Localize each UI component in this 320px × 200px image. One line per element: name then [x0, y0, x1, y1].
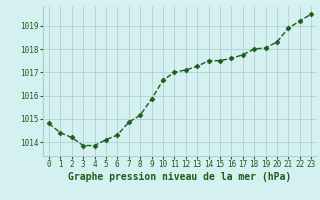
X-axis label: Graphe pression niveau de la mer (hPa): Graphe pression niveau de la mer (hPa) [68, 172, 292, 182]
